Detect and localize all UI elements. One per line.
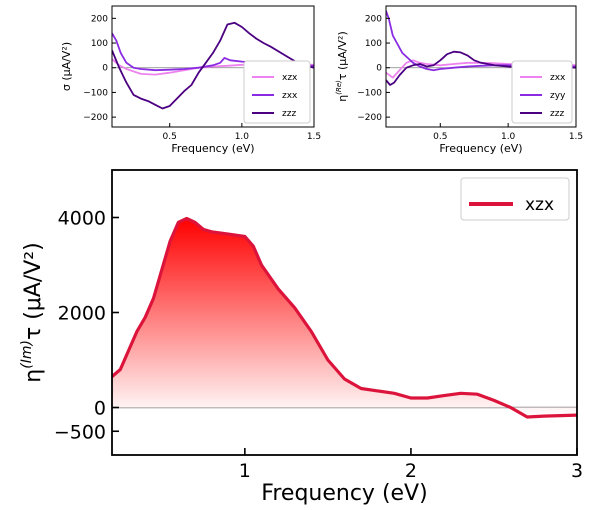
y-tick-label: −200 — [357, 113, 382, 123]
y-tick-label: 2000 — [58, 303, 106, 325]
x-tick-label: 2 — [405, 460, 417, 482]
series-line-xzx — [112, 216, 577, 419]
y-label-rest: τ (μA/V²) — [21, 242, 46, 340]
legend-label-xzx: xzx — [282, 73, 298, 83]
x-tick-label: 1.0 — [501, 132, 516, 142]
x-tick-label: 1 — [239, 460, 251, 482]
x-tick-label: 1.0 — [235, 132, 250, 142]
x-axis-label: Frequency (eV) — [261, 481, 427, 506]
y-label-symbol: η — [336, 95, 349, 102]
y-tick-label: 0 — [376, 64, 382, 74]
y-axis-label: σ (μA/V²) — [60, 42, 73, 91]
y-tick-label: 200 — [91, 14, 108, 24]
area-fill-xzx — [112, 218, 577, 417]
x-axis-label: Frequency (eV) — [439, 142, 522, 155]
y-axis-label: η(Re)τ (μA/V²) — [335, 31, 349, 102]
y-axis-label: η(Im)τ (μA/V²) — [19, 242, 46, 382]
y-tick-label: −200 — [83, 113, 108, 123]
chart-panel-2: 0.5 1.0 1.5 −200 −100 0 100 200 Frequency (eV) η(… — [335, 5, 583, 155]
x-axis-label: Frequency (eV) — [171, 142, 254, 155]
y-label-superscript: (Re) — [335, 80, 343, 95]
legend: zxx zyy zzz — [511, 60, 573, 124]
y-tick-label: 100 — [365, 39, 382, 49]
x-tick-label: 1.5 — [569, 132, 583, 142]
legend-label-zyy: zyy — [550, 91, 566, 101]
y-tick-label: −100 — [357, 88, 382, 98]
y-tick-label: 0 — [102, 64, 108, 74]
y-label-rest: τ (μA/V²) — [336, 31, 349, 80]
legend-label-xzx: xzx — [525, 195, 554, 215]
chart-panel-1: 0.5 1.0 1.5 −200 −100 0 100 200 Frequency (eV) σ … — [60, 5, 321, 155]
plot-area — [112, 216, 577, 419]
y-label-symbol: η — [21, 369, 46, 383]
x-tick-label: 1.5 — [307, 132, 321, 142]
legend-label-zxx: zxx — [550, 73, 566, 83]
legend-label-zzz: zzz — [550, 109, 564, 119]
y-tick-label: 200 — [365, 14, 382, 24]
x-tick-label: 0.5 — [433, 132, 447, 142]
x-tick-label: 3 — [571, 460, 583, 482]
legend: xzx zxx zzz — [243, 60, 311, 124]
legend-label-zxx: zxx — [282, 91, 298, 101]
legend-label-zzz: zzz — [282, 109, 296, 119]
axes-frame — [385, 5, 577, 128]
y-tick-label: 4000 — [58, 208, 106, 230]
series-line-zzz — [112, 21, 314, 110]
y-label-superscript: (Im) — [19, 340, 35, 369]
y-tick-label: 100 — [91, 39, 108, 49]
axes-frame — [111, 5, 315, 128]
legend-box — [460, 177, 570, 221]
legend: xzx — [460, 177, 570, 221]
y-tick-label: 0 — [94, 398, 106, 420]
x-tick-label: 0.5 — [163, 132, 177, 142]
y-tick-label: −500 — [54, 421, 106, 443]
y-tick-label: −100 — [83, 88, 108, 98]
